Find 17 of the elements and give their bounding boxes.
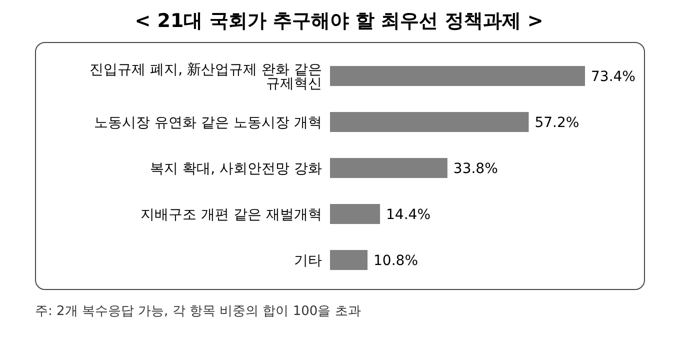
y-tick-label: 진입규제 폐지, 新산업규제 완화 같은 규제혁신 [90, 62, 322, 92]
data-label: 33.8% [453, 160, 498, 177]
y-tick-label: 복지 확대, 사회안전망 강화 [150, 160, 322, 177]
bar [330, 112, 529, 132]
bar [330, 250, 368, 270]
y-tick-label: 기타 [294, 252, 322, 269]
y-tick-label: 노동시장 유연화 같은 노동시장 개혁 [94, 114, 322, 131]
data-label: 57.2% [534, 114, 580, 131]
y-tick-label: 지배구조 개편 같은 재벌개혁 [140, 206, 322, 223]
bar [330, 158, 448, 178]
bar [330, 204, 380, 224]
data-label: 10.8% [374, 252, 418, 269]
data-label: 73.4% [591, 68, 636, 85]
text: 주: 2개 복수응답 가능, 각 항목 비중의 합이 100을 초과 [35, 303, 361, 320]
chart-title: < 21대 국회가 추구해야 할 최우선 정책과제 > [134, 9, 544, 34]
bar [330, 66, 585, 86]
data-label: 14.4% [386, 206, 431, 223]
